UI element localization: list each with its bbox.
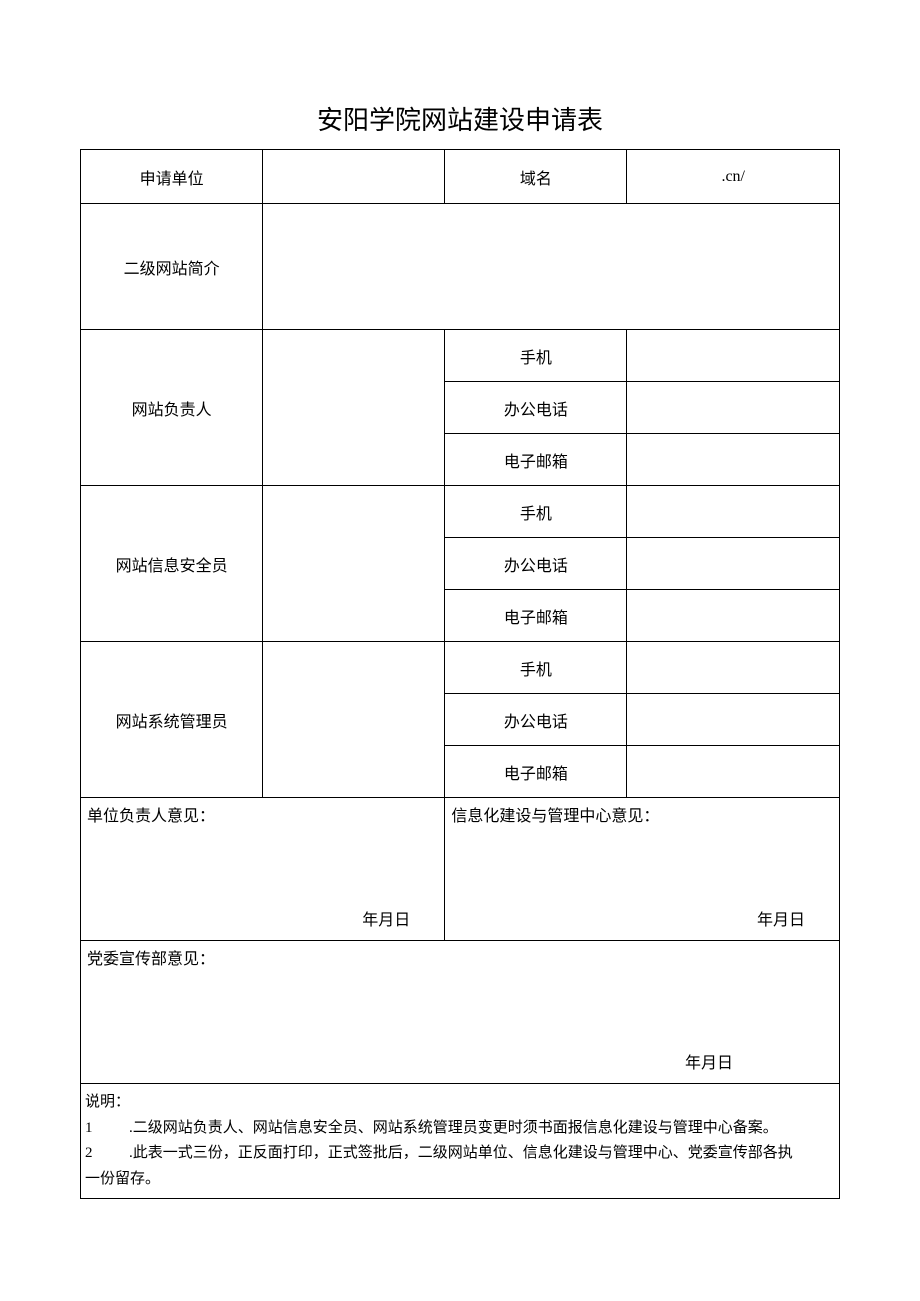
- table-row: 党委宣传部意见： 年月日: [81, 941, 840, 1084]
- site-intro-value: [263, 204, 840, 330]
- security-officer-name: [263, 486, 445, 642]
- propaganda-opinion-label: 党委宣传部意见：: [87, 951, 215, 968]
- propaganda-opinion-cell: 党委宣传部意见： 年月日: [81, 941, 840, 1084]
- applicant-unit-label: 申请单位: [81, 150, 263, 204]
- office-phone-label: 办公电话: [445, 382, 627, 434]
- table-row: 网站信息安全员 手机: [81, 486, 840, 538]
- mobile-value: [627, 486, 840, 538]
- date-placeholder: 年月日: [757, 906, 805, 930]
- date-placeholder: 年月日: [685, 1049, 733, 1073]
- sys-admin-name: [263, 642, 445, 798]
- table-row: 二级网站简介: [81, 204, 840, 330]
- table-row: 单位负责人意见： 年月日 信息化建设与管理中心意见： 年月日: [81, 798, 840, 941]
- note-item: 2 .此表一式三份，正反面打印，正式签批后，二级网站单位、信息化建设与管理中心、…: [85, 1141, 835, 1167]
- info-center-opinion-cell: 信息化建设与管理中心意见： 年月日: [445, 798, 840, 941]
- mobile-label: 手机: [445, 330, 627, 382]
- note-text: .此表一式三份，正反面打印，正式签批后，二级网站单位、信息化建设与管理中心、党委…: [99, 1141, 835, 1167]
- table-row: 网站负责人 手机: [81, 330, 840, 382]
- note-number: 2: [85, 1141, 99, 1167]
- notes-cell: 说明： 1 .二级网站负责人、网站信息安全员、网站系统管理员变更时须书面报信息化…: [81, 1084, 840, 1199]
- table-row: 网站系统管理员 手机: [81, 642, 840, 694]
- email-label: 电子邮箱: [445, 746, 627, 798]
- site-intro-label: 二级网站简介: [81, 204, 263, 330]
- domain-label: 域名: [445, 150, 627, 204]
- site-leader-name: [263, 330, 445, 486]
- mobile-value: [627, 642, 840, 694]
- table-row: 申请单位 域名 .cn/: [81, 150, 840, 204]
- notes-header: 说明：: [85, 1090, 835, 1116]
- note-continuation: 一份留存。: [85, 1167, 835, 1193]
- date-placeholder: 年月日: [362, 906, 410, 930]
- office-phone-value: [627, 538, 840, 590]
- sys-admin-label: 网站系统管理员: [81, 642, 263, 798]
- site-leader-label: 网站负责人: [81, 330, 263, 486]
- office-phone-value: [627, 382, 840, 434]
- info-center-opinion-label: 信息化建设与管理中心意见：: [451, 808, 659, 825]
- email-label: 电子邮箱: [445, 590, 627, 642]
- domain-value: .cn/: [627, 150, 840, 204]
- note-text: .二级网站负责人、网站信息安全员、网站系统管理员变更时须书面报信息化建设与管理中…: [99, 1116, 835, 1142]
- unit-leader-opinion-cell: 单位负责人意见： 年月日: [81, 798, 445, 941]
- mobile-label: 手机: [445, 486, 627, 538]
- office-phone-label: 办公电话: [445, 694, 627, 746]
- applicant-unit-value: [263, 150, 445, 204]
- mobile-label: 手机: [445, 642, 627, 694]
- email-value: [627, 434, 840, 486]
- email-label: 电子邮箱: [445, 434, 627, 486]
- mobile-value: [627, 330, 840, 382]
- note-number: 1: [85, 1116, 99, 1142]
- email-value: [627, 590, 840, 642]
- office-phone-value: [627, 694, 840, 746]
- note-item: 1 .二级网站负责人、网站信息安全员、网站系统管理员变更时须书面报信息化建设与管…: [85, 1116, 835, 1142]
- office-phone-label: 办公电话: [445, 538, 627, 590]
- page-title: 安阳学院网站建设申请表: [80, 100, 840, 137]
- email-value: [627, 746, 840, 798]
- application-form-table: 申请单位 域名 .cn/ 二级网站简介 网站负责人 手机 办公电话 电子邮箱 网…: [80, 149, 840, 1199]
- security-officer-label: 网站信息安全员: [81, 486, 263, 642]
- unit-leader-opinion-label: 单位负责人意见：: [87, 808, 215, 825]
- table-row: 说明： 1 .二级网站负责人、网站信息安全员、网站系统管理员变更时须书面报信息化…: [81, 1084, 840, 1199]
